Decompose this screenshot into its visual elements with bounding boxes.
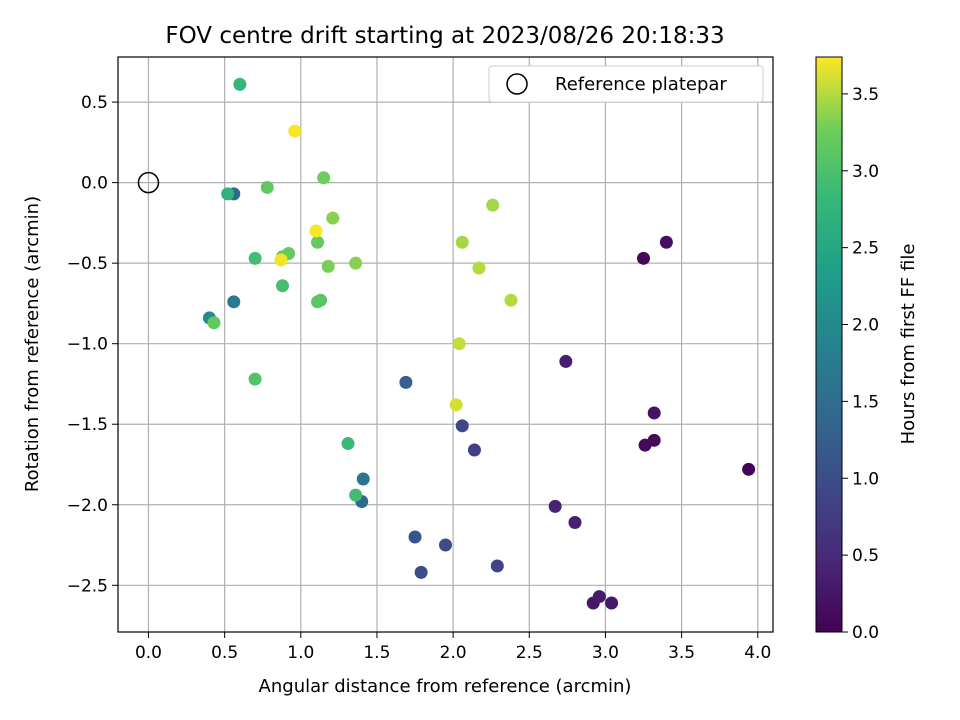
data-point — [414, 565, 428, 579]
x-tick-label: 2.5 — [516, 643, 543, 663]
data-point — [341, 437, 355, 451]
y-tick-label: −1.0 — [67, 335, 108, 355]
x-tick-label: 2.0 — [440, 643, 467, 663]
data-point — [356, 472, 370, 486]
data-point — [248, 251, 262, 265]
data-point — [207, 316, 221, 330]
y-axis-label: Rotation from reference (arcmin) — [22, 196, 43, 492]
data-point — [452, 337, 466, 351]
data-point — [647, 433, 661, 447]
data-point — [260, 180, 274, 194]
data-point — [311, 235, 325, 249]
legend-label-reference: Reference platepar — [555, 74, 727, 95]
x-tick-label: 4.0 — [744, 643, 771, 663]
plot-frame — [117, 56, 774, 633]
data-point — [490, 559, 504, 573]
reference-point-marker — [137, 171, 160, 194]
data-point — [233, 77, 247, 91]
data-point — [309, 224, 323, 238]
y-tick-label: −1.5 — [67, 415, 108, 435]
data-point — [486, 198, 500, 212]
colorbar-tick-label: 2.0 — [852, 316, 879, 336]
x-tick-label: 1.5 — [363, 643, 390, 663]
data-point — [455, 235, 469, 249]
x-tick-label: 3.0 — [592, 643, 619, 663]
data-point — [349, 256, 363, 270]
colorbar-tick-label: 2.5 — [852, 239, 879, 259]
y-tick-label: −0.5 — [67, 254, 108, 274]
data-point — [349, 488, 363, 502]
colorbar-tick-label: 0.5 — [852, 546, 879, 566]
y-tick-label: −2.0 — [67, 496, 108, 516]
x-axis-label: Angular distance from reference (arcmin) — [259, 676, 632, 697]
data-point — [439, 538, 452, 552]
data-point — [504, 293, 518, 307]
data-point — [742, 462, 756, 476]
colorbar-tick-label: 1.5 — [852, 392, 879, 412]
data-point — [227, 295, 241, 309]
y-axis-ticks: 0.5 0.0 −0.5 −1.0 −1.5 −2.0 −2.5 — [67, 93, 118, 596]
data-point — [321, 259, 335, 273]
legend-marker-reference — [506, 73, 528, 95]
colorbar-tick-label: 3.5 — [852, 85, 879, 105]
data-point — [592, 590, 606, 604]
data-point — [455, 419, 469, 433]
data-points — [202, 77, 756, 610]
y-tick-label: −2.5 — [67, 576, 108, 596]
data-point — [276, 279, 290, 293]
colorbar-ticks: 0.0 0.5 1.0 1.5 2.0 2.5 3.0 3.5 — [842, 85, 879, 643]
y-tick-label: 0.0 — [81, 174, 108, 194]
data-point — [548, 499, 562, 513]
data-point — [311, 295, 325, 309]
legend-box — [488, 65, 764, 103]
x-axis-ticks: 0.0 0.5 1.0 1.5 2.0 2.5 3.0 3.5 4.0 — [135, 632, 771, 663]
data-point — [605, 596, 619, 610]
data-point — [221, 187, 235, 201]
data-point — [288, 124, 302, 138]
x-tick-label: 0.0 — [135, 643, 162, 663]
colorbar — [815, 56, 843, 633]
legend: Reference platepar — [488, 65, 764, 103]
data-point — [659, 235, 673, 249]
colorbar-tick-label: 0.0 — [852, 623, 879, 643]
data-point — [408, 530, 422, 544]
data-point — [248, 372, 262, 386]
data-point — [449, 398, 463, 412]
data-point — [274, 253, 288, 267]
colorbar-tick-label: 3.0 — [852, 162, 879, 182]
data-point — [399, 375, 413, 389]
x-tick-label: 1.0 — [287, 643, 314, 663]
data-point — [559, 354, 573, 368]
colorbar-label: Hours from first FF file — [898, 244, 919, 445]
data-point — [317, 171, 331, 185]
data-point — [568, 515, 582, 529]
data-point — [326, 211, 340, 225]
data-point — [647, 406, 661, 420]
chart-title: FOV centre drift starting at 2023/08/26 … — [165, 23, 724, 49]
x-tick-label: 3.5 — [668, 643, 695, 663]
x-tick-label: 0.5 — [211, 643, 238, 663]
y-tick-label: 0.5 — [81, 93, 108, 113]
data-point — [637, 251, 651, 265]
colorbar-tick-label: 1.0 — [852, 469, 879, 489]
data-point — [467, 443, 481, 457]
data-point — [472, 261, 486, 275]
